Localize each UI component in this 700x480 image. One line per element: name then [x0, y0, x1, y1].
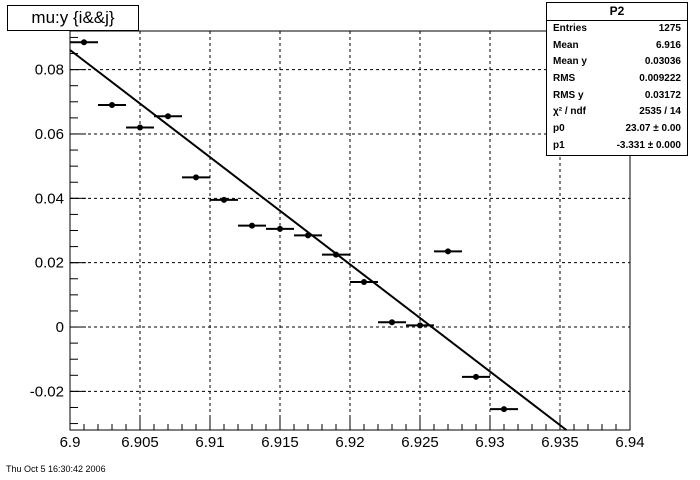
- x-tick-label: 6.905: [121, 434, 159, 451]
- stats-row: χ² / ndf 2535 / 14: [547, 104, 687, 121]
- x-tick-label: 6.925: [401, 434, 439, 451]
- y-tick-label: 0: [56, 319, 64, 336]
- stats-row: Entries 1275: [547, 21, 687, 38]
- stats-value: 0.03036: [644, 56, 681, 68]
- timestamp: Thu Oct 5 16:30:42 2006: [6, 464, 106, 474]
- stats-row: p0 23.07 ± 0.00: [547, 121, 687, 138]
- data-point: [361, 278, 367, 285]
- data-point: [277, 225, 283, 232]
- stats-row: Mean y 0.03036: [547, 54, 687, 71]
- x-tick-label: 6.93: [475, 434, 504, 451]
- fit-line: [69, 49, 567, 431]
- stats-label: Mean y: [553, 56, 587, 68]
- data-point: [109, 102, 115, 109]
- stats-row: p1 -3.331 ± 0.000: [547, 138, 687, 155]
- y-tick-label: 0.02: [35, 255, 64, 272]
- x-tick-label: 6.92: [335, 434, 364, 451]
- y-tick-label: 0.08: [35, 62, 64, 79]
- data-point: [305, 232, 311, 239]
- stats-value: 1275: [658, 23, 681, 34]
- data-point: [333, 251, 339, 258]
- stats-value: 6.916: [655, 39, 681, 51]
- axis-ticks: 6.9 6.905 6.91 6.915 6.92 6.925 6.93 6.935 6.94 -…: [30, 36, 645, 451]
- x-tick-label: 6.915: [261, 434, 299, 451]
- stats-value: -3.331 ± 0.000: [616, 139, 681, 151]
- data-point: [445, 248, 451, 255]
- data-point: [501, 406, 507, 413]
- data-point: [389, 319, 395, 326]
- data-point: [193, 174, 199, 181]
- data-point: [473, 373, 479, 380]
- stats-value: 0.03172: [644, 89, 681, 101]
- stats-row: Mean 6.916: [547, 38, 687, 55]
- stats-box: P2 Entries 1275 Mean 6.916 Mean y 0.03036 R…: [546, 2, 688, 156]
- stats-label: χ² / ndf: [553, 106, 586, 118]
- data-point: [137, 124, 143, 131]
- x-tick-label: 6.94: [615, 434, 644, 451]
- stats-label: p1: [553, 139, 565, 151]
- stats-label: RMS y: [553, 89, 584, 101]
- stats-value: 23.07 ± 0.00: [625, 123, 681, 135]
- stats-label: Mean: [553, 39, 579, 51]
- data-point: [165, 113, 171, 120]
- data-point: [81, 39, 87, 46]
- x-tick-label: 6.9: [60, 434, 81, 451]
- x-tick-label: 6.935: [541, 434, 579, 451]
- stats-name: P2: [547, 3, 687, 21]
- data-points: [70, 39, 518, 413]
- fit-line-group: [69, 49, 567, 431]
- stats-row: RMS 0.009222: [547, 71, 687, 88]
- chart-title: mu:y {i&&j}: [7, 5, 139, 31]
- y-tick-label: 0.04: [35, 190, 64, 207]
- stats-label: RMS: [553, 73, 576, 85]
- stats-row: RMS y 0.03172: [547, 88, 687, 105]
- stats-label: p0: [553, 123, 565, 135]
- stats-value: 2535 / 14: [639, 106, 681, 118]
- y-tick-label: 0.06: [35, 126, 64, 143]
- data-point: [417, 322, 423, 329]
- data-point: [249, 222, 255, 229]
- stats-label: Entries: [553, 23, 587, 34]
- x-tick-label: 6.91: [195, 434, 224, 451]
- stats-value: 0.009222: [639, 73, 681, 85]
- y-tick-label: -0.02: [30, 383, 64, 400]
- data-point: [221, 196, 227, 203]
